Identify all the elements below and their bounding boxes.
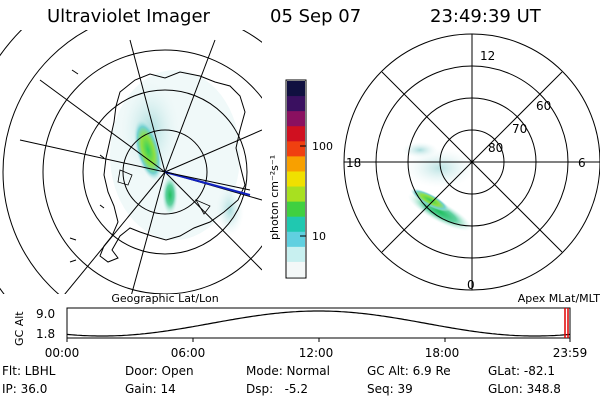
geo-panel-label: Geographic Lat/Lon	[111, 292, 218, 305]
colorbar-band	[287, 216, 305, 233]
colorbar-band	[287, 231, 305, 248]
apex-panel-label: Apex MLat/MLT	[518, 292, 600, 305]
altitude-ymin: 1.8	[36, 327, 55, 341]
colorbar-tick-10: 10	[312, 230, 326, 243]
status-glat: GLat: -82.1	[488, 364, 555, 378]
status-ip: IP: 36.0	[2, 382, 48, 396]
colorbar-tick-100: 100	[312, 140, 333, 153]
apex-polar-plot	[343, 33, 600, 291]
time-tick-0600: 06:00	[171, 346, 206, 360]
mlt-label-18: 18	[346, 156, 361, 170]
status-gcalt: GC Alt: 6.9 Re	[367, 364, 451, 378]
colorbar-band	[287, 126, 305, 142]
date-readout: 05 Sep 07	[270, 6, 362, 27]
colorbar-band	[287, 171, 305, 188]
status-dsp: Dsp: -5.2	[246, 382, 309, 396]
colorbar-band	[287, 186, 305, 203]
time-tick-1200: 12:00	[299, 346, 334, 360]
status-seq: Seq: 39	[367, 382, 413, 396]
colorbar-band	[287, 156, 305, 173]
mlt-label-12: 12	[480, 49, 495, 63]
mlat-label-60: 60	[536, 99, 551, 113]
status-glon: GLon: 348.8	[488, 382, 561, 396]
altitude-plot	[66, 307, 571, 342]
geo-edge-ticks	[69, 69, 105, 263]
time-tick-2359: 23:59	[553, 346, 588, 360]
status-flt: Flt: LBHL	[2, 364, 56, 378]
status-gain: Gain: 14	[125, 382, 176, 396]
mlt-label-0: 0	[467, 278, 475, 292]
colorbar-band	[287, 111, 305, 127]
time-tick-0000: 00:00	[45, 346, 80, 360]
colorbar: 100 10 photon cm⁻²s⁻¹	[268, 79, 333, 279]
colorbar-band	[287, 201, 305, 218]
time-readout: 23:49:39 UT	[430, 6, 541, 27]
status-door: Door: Open	[125, 364, 194, 378]
geographic-map	[0, 30, 262, 294]
colorbar-unit-label: photon cm⁻²s⁻¹	[268, 155, 281, 240]
colorbar-band	[287, 246, 305, 263]
mlt-label-6: 6	[578, 156, 586, 170]
mlat-label-70: 70	[512, 122, 527, 136]
colorbar-band	[287, 96, 305, 112]
status-mode: Mode: Normal	[246, 364, 330, 378]
altitude-ymax: 9.0	[36, 307, 55, 321]
mlat-label-80: 80	[488, 141, 503, 155]
altitude-ylabel: GC Alt	[13, 311, 26, 346]
app-title: Ultraviolet Imager	[47, 6, 210, 27]
time-tick-1800: 18:00	[425, 346, 460, 360]
colorbar-band	[287, 81, 305, 97]
colorbar-band	[287, 141, 305, 157]
colorbar-band	[287, 261, 305, 278]
